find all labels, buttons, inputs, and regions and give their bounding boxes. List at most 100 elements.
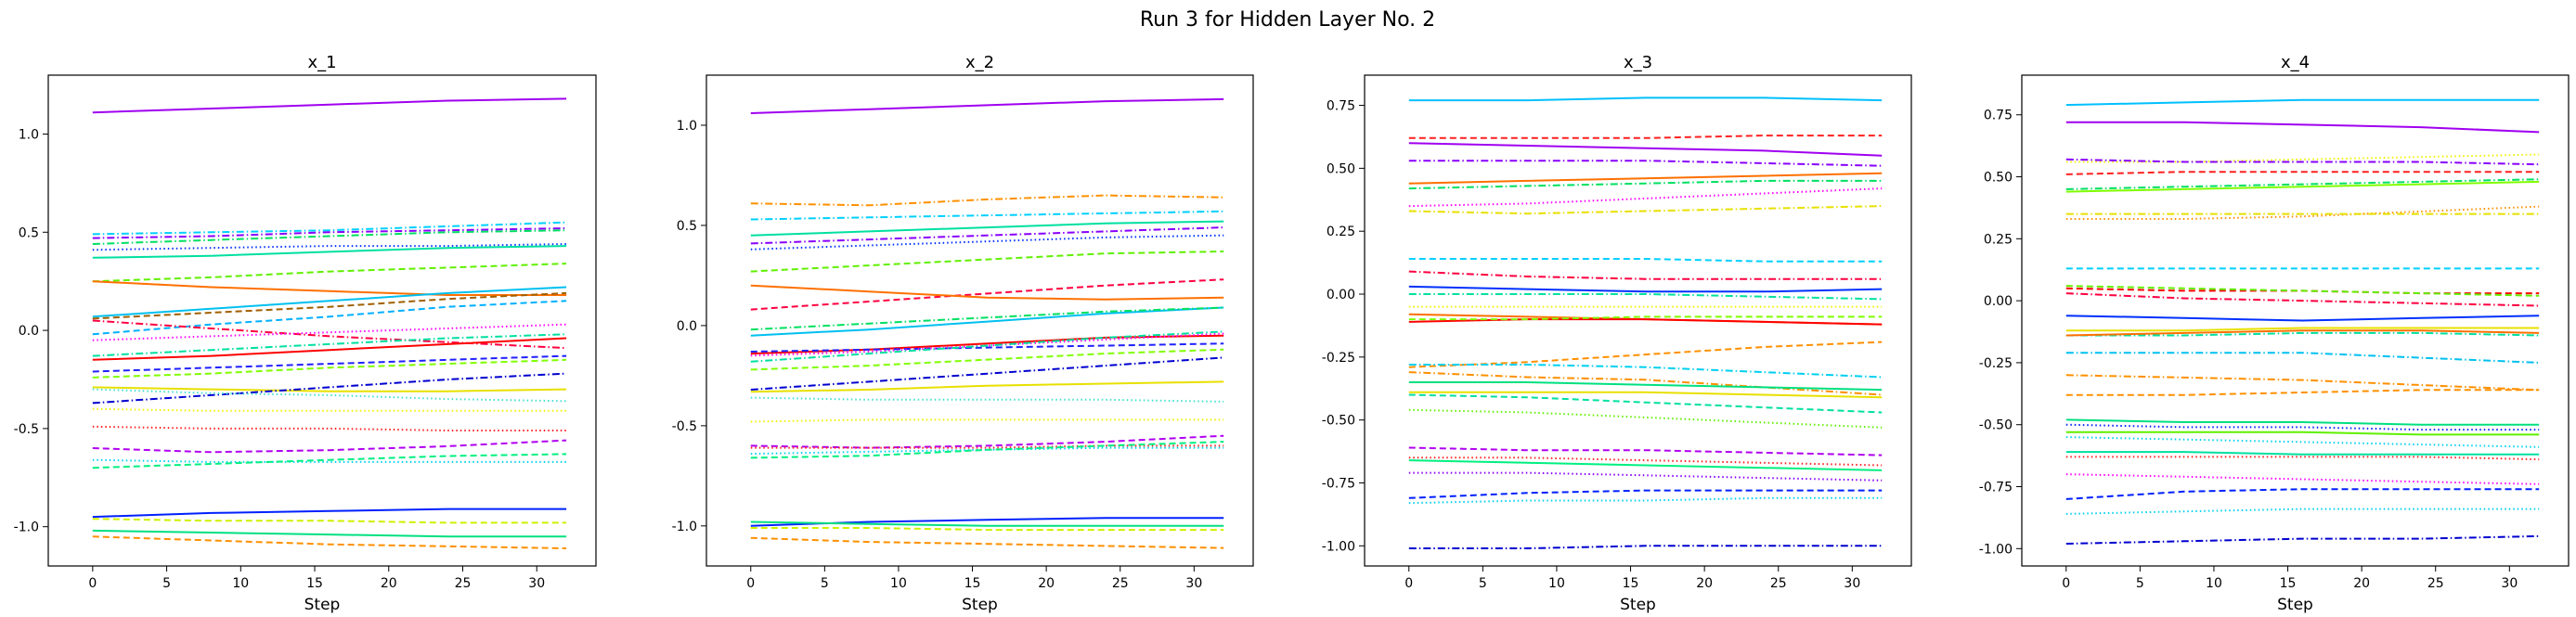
series-line-2 (2065, 121, 2540, 134)
y-tick-label: 0.0 (677, 319, 697, 334)
series-line-5 (750, 226, 1224, 245)
x-tick-label: 30 (1185, 576, 1202, 591)
subplot-title: x_1 (307, 53, 336, 72)
y-tick-label: -0.25 (1322, 351, 1355, 366)
x-tick-label: 20 (381, 576, 397, 591)
series-line-14 (2065, 315, 2540, 322)
series-line-7 (2065, 180, 2540, 193)
x-tick-label: 5 (821, 576, 829, 591)
series-line-27 (92, 518, 567, 524)
y-tick-label: -0.25 (1979, 356, 2013, 371)
series-line-8 (92, 280, 567, 296)
series-line-15 (2065, 331, 2540, 337)
y-tick-label: 1.0 (19, 127, 39, 142)
y-tick-label: -0.75 (1322, 476, 1355, 491)
x-tick-label: 15 (964, 576, 981, 591)
series-line-13 (750, 342, 1224, 353)
series-line-13 (2065, 292, 2540, 307)
series-line-14 (92, 323, 567, 341)
series-line-26 (750, 521, 1224, 527)
subplot-title: x_3 (1624, 53, 1652, 72)
series-line-4 (2065, 158, 2540, 166)
series-line-16 (2065, 329, 2540, 337)
series-line-11 (750, 306, 1224, 331)
x-tick-label: 5 (162, 576, 171, 591)
series-line-2 (1408, 135, 1883, 139)
series-line-9 (750, 284, 1224, 301)
subplot-2: 0 5 10 15 20 25 30 -1.0 -0.5 0.0 0.5 1.0 x_2 Step (672, 53, 1254, 614)
series-line-6 (750, 234, 1224, 251)
series-line-11 (1408, 285, 1883, 293)
x-tick-label: 0 (746, 576, 755, 591)
series-line-26 (2065, 456, 2540, 461)
series-line-9 (92, 286, 567, 318)
series-line-20 (2065, 389, 2540, 396)
y-tick-label: 0.75 (1984, 109, 2013, 123)
x-tick-label: 0 (88, 576, 97, 591)
series-line-28 (92, 529, 567, 538)
y-tick-label: 0.50 (1984, 171, 2013, 186)
y-tick-label: -1.00 (1322, 539, 1355, 554)
series-line-25 (750, 517, 1224, 527)
series-line-8 (750, 278, 1224, 311)
series-line-16 (92, 358, 567, 379)
series-line-8 (2065, 205, 2540, 220)
series-line-10 (750, 306, 1224, 337)
series-line-27 (750, 527, 1224, 532)
series-line-27 (2065, 473, 2540, 485)
y-tick-label: -1.0 (672, 520, 697, 534)
series-line-18 (1408, 364, 1883, 379)
series-line-10 (1408, 270, 1883, 280)
series-line-2 (92, 221, 567, 236)
series-line-16 (750, 348, 1224, 371)
series-line-1 (92, 97, 567, 114)
series-line-2 (750, 194, 1224, 207)
x-tick-label: 10 (1548, 576, 1565, 591)
series-line-5 (1408, 172, 1883, 185)
series-line-23 (92, 439, 567, 454)
x-tick-label: 25 (455, 576, 472, 591)
series-line-23 (750, 446, 1224, 456)
subplot-1: 0 5 10 15 20 25 30 -1.0 -0.5 0.0 0.5 1.0 x_1 Step (14, 53, 597, 614)
series-line-1 (2065, 98, 2540, 107)
series-line-18 (92, 386, 567, 392)
series-line-24 (750, 441, 1224, 459)
series-line-15 (92, 354, 567, 373)
series-line-12 (92, 291, 567, 320)
series-line-7 (92, 263, 567, 283)
y-tick-label: 1.0 (677, 119, 697, 134)
x-tick-label: 10 (2206, 576, 2222, 591)
series-group (750, 97, 1224, 549)
series-line-23 (2065, 431, 2540, 436)
series-line-3 (2065, 153, 2540, 163)
series-group (1408, 96, 1883, 549)
x-tick-label: 25 (1770, 576, 1787, 591)
y-tick-label: 0.25 (1327, 225, 1355, 239)
x-axis-label: Step (962, 596, 998, 614)
figure-title: Run 3 for Hidden Layer No. 2 (1140, 8, 1435, 32)
series-line-18 (2065, 352, 2540, 364)
series-line-4 (1408, 160, 1883, 167)
x-tick-label: 30 (528, 576, 545, 591)
series-line-29 (1408, 496, 1883, 505)
y-tick-label: -1.0 (14, 521, 39, 535)
series-line-8 (1408, 205, 1883, 215)
series-line-1 (1408, 96, 1883, 102)
series-line-22 (92, 425, 567, 431)
x-axis-label: Step (2277, 596, 2313, 614)
series-line-23 (1408, 408, 1883, 429)
series-line-24 (1408, 446, 1883, 456)
y-tick-label: 0.00 (1327, 288, 1355, 302)
series-line-25 (92, 453, 567, 469)
y-tick-label: -0.50 (1322, 414, 1355, 429)
subplot-3: 0 5 10 15 20 25 30 -1.00 -0.75 -0.50 -0.25 0.00 0.25… (1322, 53, 1912, 614)
series-line-3 (750, 210, 1224, 221)
series-line-22 (750, 444, 1224, 449)
series-line-17 (1408, 341, 1883, 368)
series-line-15 (750, 330, 1224, 363)
series-line-4 (92, 229, 567, 245)
series-line-26 (1408, 459, 1883, 471)
plot-frame (705, 74, 1254, 567)
series-line-11 (92, 319, 567, 350)
y-tick-label: -1.00 (1979, 542, 2013, 557)
